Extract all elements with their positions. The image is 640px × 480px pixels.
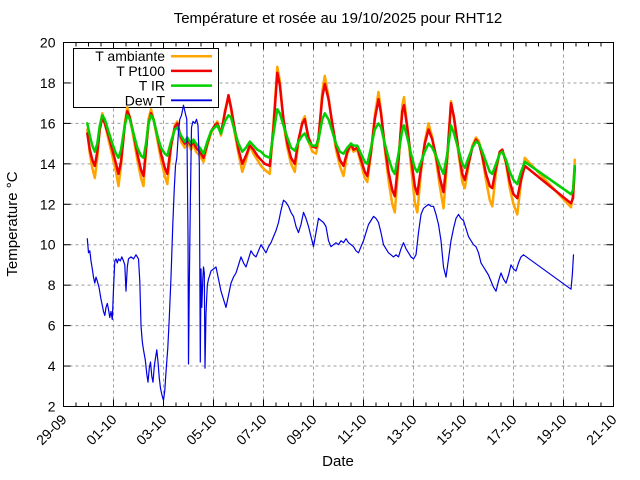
x-tick-label: 07-10: [233, 411, 270, 448]
x-tick-label: 11-10: [334, 411, 370, 447]
x-tick-label: 03-10: [133, 411, 170, 448]
y-tick-label: 4: [48, 358, 56, 374]
legend-label-t-pt100: T Pt100: [116, 63, 165, 79]
legend-box: [73, 48, 219, 108]
x-tick-label: 09-10: [283, 411, 320, 448]
y-tick-label: 16: [40, 115, 56, 131]
series-layer: [86, 65, 577, 401]
legend-label-t-ambiante: T ambiante: [95, 48, 165, 64]
y-tick-label: 14: [40, 156, 56, 172]
legend-label-dew-t: Dew T: [125, 92, 166, 108]
x-tick-label: 29-09: [33, 411, 70, 448]
series-line-t-ir: [86, 107, 577, 196]
x-tick-label: 15-10: [433, 411, 470, 448]
legend-label-t-ir: T IR: [139, 78, 165, 94]
x-tick-label: 01-10: [83, 411, 120, 448]
y-axis-label: Temperature °C: [4, 171, 21, 276]
y-tick-label: 18: [40, 75, 56, 91]
y-tick-label: 12: [40, 196, 56, 212]
series-line-dew-t: [86, 104, 575, 401]
y-tick-label: 20: [40, 35, 56, 51]
grid-layer: [63, 42, 614, 407]
x-tick-label: 17-10: [483, 411, 520, 448]
y-tick-label: 8: [48, 277, 56, 293]
x-axis-label: Date: [322, 453, 354, 470]
chart-title: Température et rosée au 19/10/2025 pour …: [174, 10, 503, 27]
x-tick-label: 21-10: [583, 411, 620, 448]
x-tick-label: 05-10: [183, 411, 220, 448]
y-tick-label: 6: [48, 318, 56, 334]
y-tick-label: 10: [40, 237, 56, 253]
legend: T ambiante T Pt100 T IR Dew T: [73, 48, 219, 108]
x-tick-label: 19-10: [533, 411, 570, 448]
x-tick-label: 13-10: [383, 411, 420, 448]
y-tick-label: 2: [48, 399, 56, 415]
